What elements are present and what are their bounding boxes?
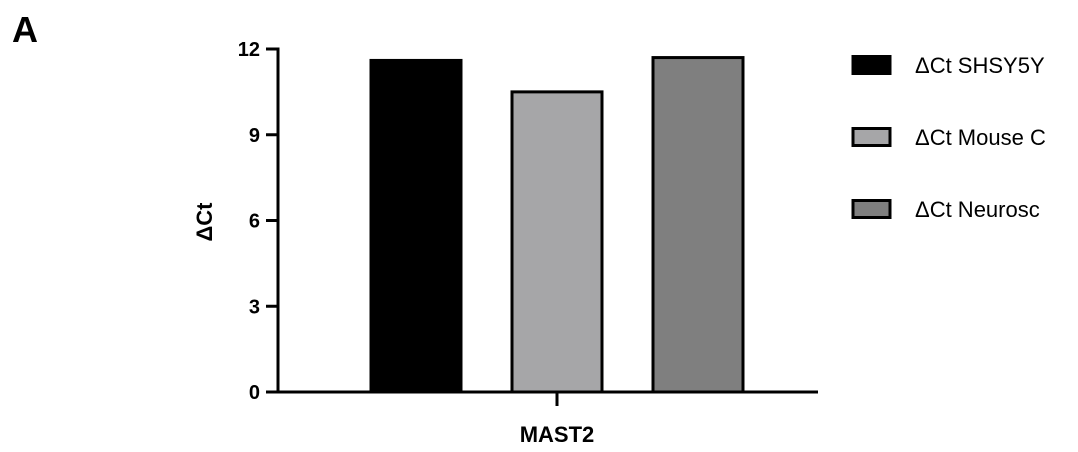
x-axis-ticks: MAST2 <box>520 392 595 447</box>
legend-swatch-1 <box>851 55 892 75</box>
bar-1 <box>369 58 463 394</box>
legend-swatch-2 <box>851 127 892 147</box>
panel-label: A <box>12 9 38 50</box>
y-tick-label: 12 <box>238 39 260 61</box>
legend-label-2: ΔCt Mouse C <box>915 125 1046 150</box>
bar-3 <box>651 56 745 394</box>
y-axis-ticks: 0 3 6 9 12 <box>238 39 278 404</box>
y-axis-label: ΔCt <box>192 202 217 242</box>
legend-swatch-3 <box>851 199 892 219</box>
legend: ΔCt SHSY5Y ΔCt Mouse C ΔCt Neurosc <box>851 53 1046 222</box>
bars <box>369 56 745 394</box>
axes <box>276 47 818 394</box>
legend-label-3: ΔCt Neurosc <box>915 197 1040 222</box>
y-tick-label: 0 <box>249 382 260 404</box>
bar-2 <box>510 90 604 394</box>
y-tick-label: 9 <box>249 125 260 147</box>
y-tick-label: 3 <box>249 296 260 318</box>
x-category-label: MAST2 <box>520 422 595 447</box>
y-tick-label: 6 <box>249 211 260 233</box>
legend-label-1: ΔCt SHSY5Y <box>915 53 1045 78</box>
